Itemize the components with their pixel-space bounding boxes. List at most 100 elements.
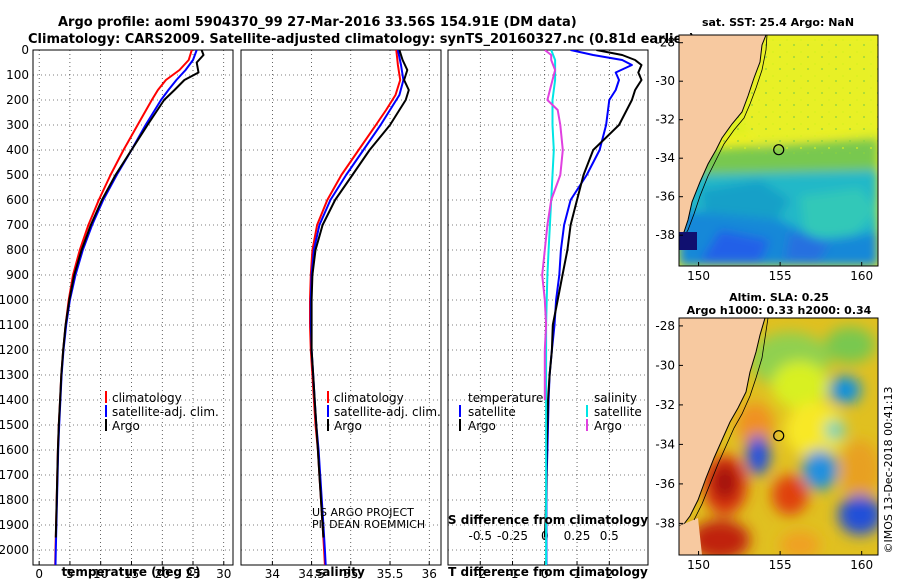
depth-tick-label: 1800	[0, 493, 29, 507]
x-tick-label: 1	[573, 567, 581, 580]
map-lon-label: 150	[687, 269, 710, 283]
difference-panel-frame	[447, 49, 649, 566]
depth-tick-label: 0	[21, 43, 29, 57]
map-lon-label: 155	[769, 558, 792, 572]
map-lon-label: 150	[687, 558, 710, 572]
temperature-legend: climatology satellite-adj. clim. Argo	[105, 391, 219, 433]
t-difference-xlabel: T difference from climatology	[448, 565, 648, 579]
depth-tick-label: 200	[6, 93, 29, 107]
salinity-curves	[309, 50, 410, 565]
credit-line-2: PI: DEAN ROEMMICH	[312, 518, 425, 531]
map-lat-label: -34	[655, 437, 675, 451]
map-lon-label: 155	[769, 269, 792, 283]
series-argo	[54, 50, 205, 538]
map-lat-label: -32	[655, 398, 675, 412]
temperature-curves	[54, 50, 205, 565]
depth-tick-label: 900	[6, 268, 29, 282]
difference-curves	[541, 50, 643, 565]
x-tick-label: 34.5	[298, 567, 325, 580]
x-tick-label: 36	[422, 567, 437, 580]
temperature-panel-frame	[32, 49, 234, 566]
sst-map-title: sat. SST: 25.4 Argo: NaN	[702, 16, 854, 29]
map-lat-label: -30	[655, 74, 675, 88]
x-tick-label: 20	[155, 567, 170, 580]
legend-label-t-argo: Argo	[468, 419, 496, 433]
credit-line-1: US ARGO PROJECT	[312, 506, 414, 519]
legend-label-s-satellite: satellite	[594, 405, 642, 419]
map-lon-label: 160	[850, 269, 873, 283]
depth-tick-label: 800	[6, 243, 29, 257]
legend-label-s-argo: Argo	[594, 419, 622, 433]
legend-label-argo: Argo	[334, 419, 362, 433]
depth-tick-label: 1200	[0, 343, 29, 357]
depth-tick-label: 1700	[0, 468, 29, 482]
x-tick-label: 35.5	[377, 567, 404, 580]
depth-tick-label: 1300	[0, 368, 29, 382]
x-tick-label: 0	[35, 567, 43, 580]
legend-label-climatology: climatology	[112, 391, 182, 405]
x-tick-label: 25	[185, 567, 200, 580]
legend-salinity-title: salinity	[594, 391, 637, 405]
series-s-satellite	[545, 50, 557, 565]
x-tick-label: 0	[541, 567, 549, 580]
salinity-xlabel: salinity	[315, 565, 365, 579]
depth-tick-label: 700	[6, 218, 29, 232]
x-tick-label: -2	[474, 567, 486, 580]
temperature-xlabel: temperature (deg C)	[62, 565, 201, 579]
title-line-1: Argo profile: aoml 5904370_99 27-Mar-201…	[58, 15, 577, 30]
profile-curves	[54, 50, 643, 565]
depth-tick-label: 1400	[0, 393, 29, 407]
depth-tick-label: 1900	[0, 518, 29, 532]
sla-map	[679, 318, 878, 555]
sst-map-frame	[678, 34, 879, 267]
argo-location-marker	[773, 430, 785, 442]
depth-tick-label: 400	[6, 143, 29, 157]
x-tick-label: 35	[343, 567, 358, 580]
x-tick-label: 10	[93, 567, 108, 580]
depth-tick-label: 1000	[0, 293, 29, 307]
depth-tick-label: 2000	[0, 543, 29, 557]
depth-tick-label: 600	[6, 193, 29, 207]
legend-label-satellite: satellite-adj. clim.	[112, 405, 219, 419]
map-lat-label: -38	[655, 228, 675, 242]
map-lat-label: -36	[655, 190, 675, 204]
legend-label-climatology: climatology	[334, 391, 404, 405]
map-lat-label: -36	[655, 477, 675, 491]
map-lat-label: -32	[655, 113, 675, 127]
salinity-panel-frame	[240, 49, 442, 566]
sst-map	[679, 35, 878, 266]
sla-map-frame	[678, 317, 879, 556]
x2-tick-label: 0.5	[600, 529, 619, 543]
imos-watermark: ©IMOS 13-Dec-2018 00:41:13	[882, 387, 895, 554]
argo-location-marker	[773, 144, 785, 156]
x-tick-label: 2	[605, 567, 613, 580]
difference-legend: temperature satellite Argo salinity sate…	[459, 391, 642, 433]
x-tick-label: 34	[265, 567, 280, 580]
map-lon-label: 160	[850, 558, 873, 572]
gridlines	[33, 49, 648, 565]
legend-label-satellite: satellite-adj. clim.	[334, 405, 441, 419]
depth-tick-label: 300	[6, 118, 29, 132]
x-tick-label: 15	[124, 567, 139, 580]
x-tick-label: 5	[66, 567, 74, 580]
sla-map-axes: 150 155 160 -28 -30 -32 -34 -36 -38	[655, 319, 873, 572]
series-s-argo	[541, 50, 564, 400]
depth-tick-label: 1500	[0, 418, 29, 432]
x-tick-label: -1	[507, 567, 519, 580]
legend-temperature-title: temperature	[468, 391, 543, 405]
depth-tick-label: 500	[6, 168, 29, 182]
depth-tick-label: 1100	[0, 318, 29, 332]
salinity-legend: climatology satellite-adj. clim. Argo	[327, 391, 441, 433]
series-argo	[310, 50, 410, 538]
x-tick-label: 30	[216, 567, 231, 580]
s-difference-xlabel: S difference from climatology	[448, 513, 648, 527]
map-lat-label: -38	[655, 516, 675, 530]
map-lat-label: -28	[655, 36, 675, 50]
legend-label-argo: Argo	[112, 419, 140, 433]
depth-axis: 0 100 200 300 400 500 600 700 800 900 1000 1100 1200…	[0, 43, 29, 557]
sla-map-subtitle: Argo h1000: 0.33 h2000: 0.34	[687, 304, 872, 317]
depth-tick-label: 100	[6, 68, 29, 82]
x2-tick-label: -0.5	[469, 529, 492, 543]
